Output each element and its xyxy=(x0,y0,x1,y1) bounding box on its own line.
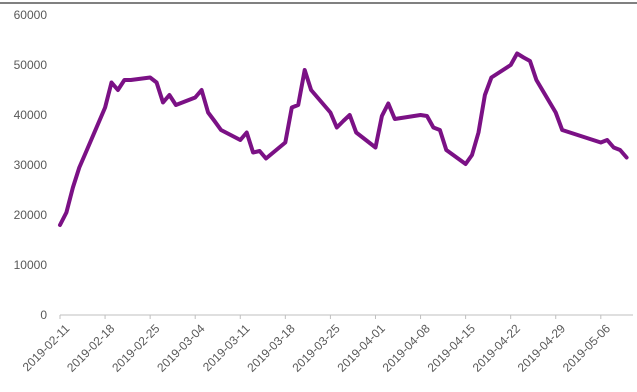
y-tick-label: 50000 xyxy=(14,58,48,72)
x-tick-label: 2019-05-06 xyxy=(560,321,614,375)
x-tick-label: 2019-04-29 xyxy=(515,321,569,375)
x-tick-label: 2019-04-01 xyxy=(335,321,389,375)
series-line xyxy=(58,51,629,227)
y-tick-label: 40000 xyxy=(14,108,48,122)
x-tick-label: 2019-02-18 xyxy=(64,321,118,375)
x-tick-label: 2019-04-22 xyxy=(470,321,524,375)
y-tick-label: 30000 xyxy=(14,158,48,172)
y-tick-label: 0 xyxy=(40,308,47,322)
y-tick-label: 10000 xyxy=(14,258,48,272)
y-tick-label: 60000 xyxy=(14,8,48,22)
x-tick-label: 2019-03-18 xyxy=(244,321,298,375)
x-tick-label: 2019-02-25 xyxy=(109,321,163,375)
x-axis: 2019-02-112019-02-182019-02-252019-03-04… xyxy=(20,314,633,375)
x-tick-label: 2019-03-04 xyxy=(154,321,208,375)
x-tick-label: 2019-03-25 xyxy=(289,321,343,375)
x-tick-label: 2019-04-15 xyxy=(425,321,479,375)
y-axis: 0 10000 20000 30000 40000 50000 60000 xyxy=(14,8,48,322)
x-tick-label: 2019-04-08 xyxy=(380,321,434,375)
y-tick-label: 20000 xyxy=(14,208,48,222)
